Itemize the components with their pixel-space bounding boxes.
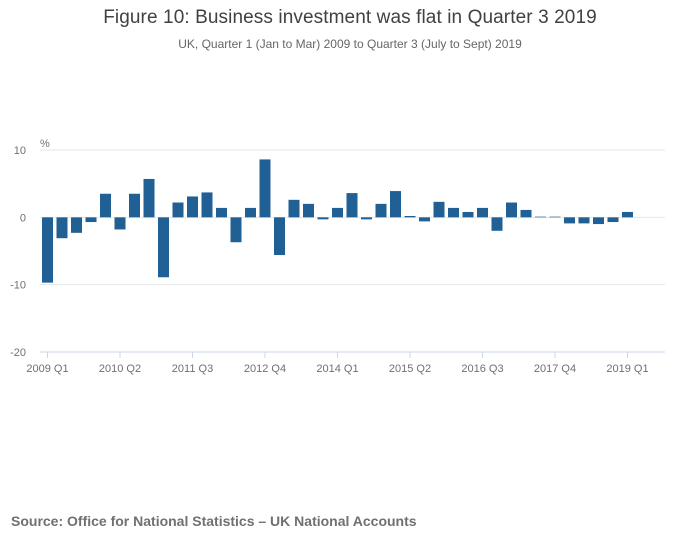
bar-series xyxy=(42,159,633,283)
x-tick-label: 2012 Q4 xyxy=(244,363,286,375)
bar xyxy=(172,202,184,218)
x-tick-label: 2019 Q1 xyxy=(606,363,648,375)
source-note: Source: Office for National Statistics –… xyxy=(11,513,417,529)
y-tick-label: 0 xyxy=(20,212,26,224)
x-axis-labels: 2009 Q1 2010 Q2 2011 Q3 2012 Q4 2014 Q1 2015 … xyxy=(26,363,648,375)
bar xyxy=(361,217,372,220)
bar xyxy=(100,193,111,218)
bar xyxy=(42,217,53,283)
bar xyxy=(506,202,517,218)
bar xyxy=(332,207,343,218)
bar xyxy=(404,215,416,218)
bar xyxy=(114,217,126,230)
bar xyxy=(85,217,97,223)
y-axis-label: % xyxy=(40,138,50,150)
x-tick-label: 2011 Q3 xyxy=(172,363,213,375)
bar xyxy=(303,203,314,218)
bar xyxy=(622,211,633,218)
bar xyxy=(259,159,271,218)
bar xyxy=(245,207,256,218)
bar xyxy=(187,196,198,218)
bar xyxy=(158,217,169,278)
y-tick-label: 10 xyxy=(14,145,26,157)
bar xyxy=(535,216,546,218)
bar xyxy=(593,217,604,225)
bar xyxy=(143,178,155,218)
y-tick-label: -20 xyxy=(10,347,26,359)
bar xyxy=(419,217,430,222)
x-tick-label: 2010 Q2 xyxy=(99,363,141,375)
bar xyxy=(462,211,474,218)
bar xyxy=(375,203,387,218)
bar xyxy=(520,209,532,218)
x-axis xyxy=(40,351,665,358)
bar xyxy=(216,207,227,218)
bar xyxy=(564,217,575,224)
bar xyxy=(346,193,358,218)
bar xyxy=(274,217,285,256)
bar xyxy=(71,217,82,233)
x-tick-label: 2014 Q1 xyxy=(316,363,358,375)
bar xyxy=(390,191,401,218)
bar xyxy=(129,193,140,218)
bar xyxy=(56,217,68,239)
x-tick-label: 2009 Q1 xyxy=(26,363,68,375)
bar xyxy=(230,217,242,243)
x-tick-label: 2016 Q3 xyxy=(461,363,503,375)
bar xyxy=(578,217,590,224)
bar xyxy=(477,207,488,218)
x-tick-label: 2017 Q4 xyxy=(534,363,576,375)
y-tick-label: -10 xyxy=(10,280,26,292)
bar xyxy=(607,217,619,223)
bar xyxy=(448,207,459,218)
bar xyxy=(491,217,503,231)
chart-title: Figure 10: Business investment was flat … xyxy=(103,7,597,28)
bar xyxy=(201,192,213,218)
chart-subtitle: UK, Quarter 1 (Jan to Mar) 2009 to Quart… xyxy=(178,37,522,51)
bar xyxy=(549,216,561,218)
bar xyxy=(317,217,329,220)
bar xyxy=(433,201,445,218)
bar xyxy=(288,199,300,218)
x-tick-label: 2015 Q2 xyxy=(389,363,431,375)
y-axis: 10 0 -10 -20 xyxy=(10,145,26,359)
